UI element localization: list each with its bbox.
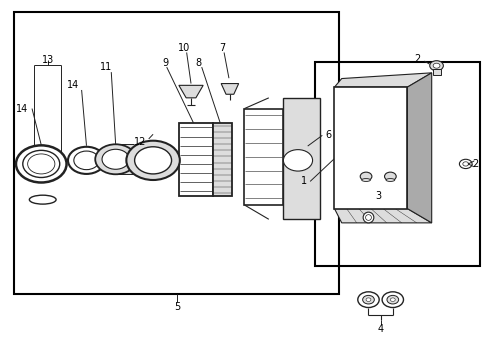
Circle shape — [386, 296, 398, 304]
Bar — [212, 123, 232, 196]
Circle shape — [74, 151, 99, 170]
Text: 14: 14 — [67, 80, 80, 90]
Text: 6: 6 — [325, 130, 330, 140]
Polygon shape — [407, 73, 431, 223]
Text: 10: 10 — [177, 43, 189, 53]
Circle shape — [384, 172, 395, 181]
Circle shape — [357, 292, 378, 307]
Ellipse shape — [29, 195, 56, 204]
Bar — [179, 123, 212, 196]
Bar — [14, 12, 339, 294]
Text: 13: 13 — [41, 55, 54, 65]
Polygon shape — [334, 73, 431, 87]
Circle shape — [23, 150, 60, 177]
Circle shape — [95, 144, 136, 174]
Circle shape — [283, 150, 312, 171]
Polygon shape — [221, 84, 238, 94]
Circle shape — [381, 292, 403, 307]
Text: 3: 3 — [374, 191, 381, 201]
Text: 14: 14 — [16, 104, 28, 113]
Bar — [334, 87, 407, 208]
Circle shape — [134, 147, 171, 174]
Circle shape — [429, 61, 443, 71]
Text: 4: 4 — [377, 324, 383, 334]
Text: 8: 8 — [195, 58, 201, 68]
Polygon shape — [179, 85, 203, 98]
Polygon shape — [334, 208, 431, 223]
Text: 2: 2 — [413, 54, 419, 64]
Text: 2: 2 — [471, 159, 478, 169]
Ellipse shape — [365, 215, 371, 220]
Circle shape — [462, 162, 468, 166]
Text: 1: 1 — [300, 176, 306, 186]
Text: 9: 9 — [163, 58, 168, 68]
Bar — [432, 69, 441, 75]
Bar — [244, 109, 283, 205]
Circle shape — [126, 141, 180, 180]
Circle shape — [16, 145, 66, 183]
Circle shape — [366, 298, 370, 301]
Circle shape — [28, 154, 55, 174]
Circle shape — [389, 298, 394, 301]
Ellipse shape — [361, 179, 370, 181]
Text: 12: 12 — [134, 138, 146, 148]
Circle shape — [362, 296, 373, 304]
Circle shape — [458, 159, 471, 168]
Text: 11: 11 — [100, 63, 112, 72]
Circle shape — [68, 147, 105, 174]
Circle shape — [102, 149, 129, 169]
Text: 5: 5 — [174, 302, 180, 312]
Bar — [283, 98, 319, 219]
Circle shape — [432, 63, 439, 68]
Bar — [114, 144, 135, 174]
Bar — [314, 62, 479, 266]
Ellipse shape — [385, 179, 394, 181]
Text: 7: 7 — [219, 43, 225, 53]
Circle shape — [360, 172, 371, 181]
Ellipse shape — [363, 212, 373, 223]
